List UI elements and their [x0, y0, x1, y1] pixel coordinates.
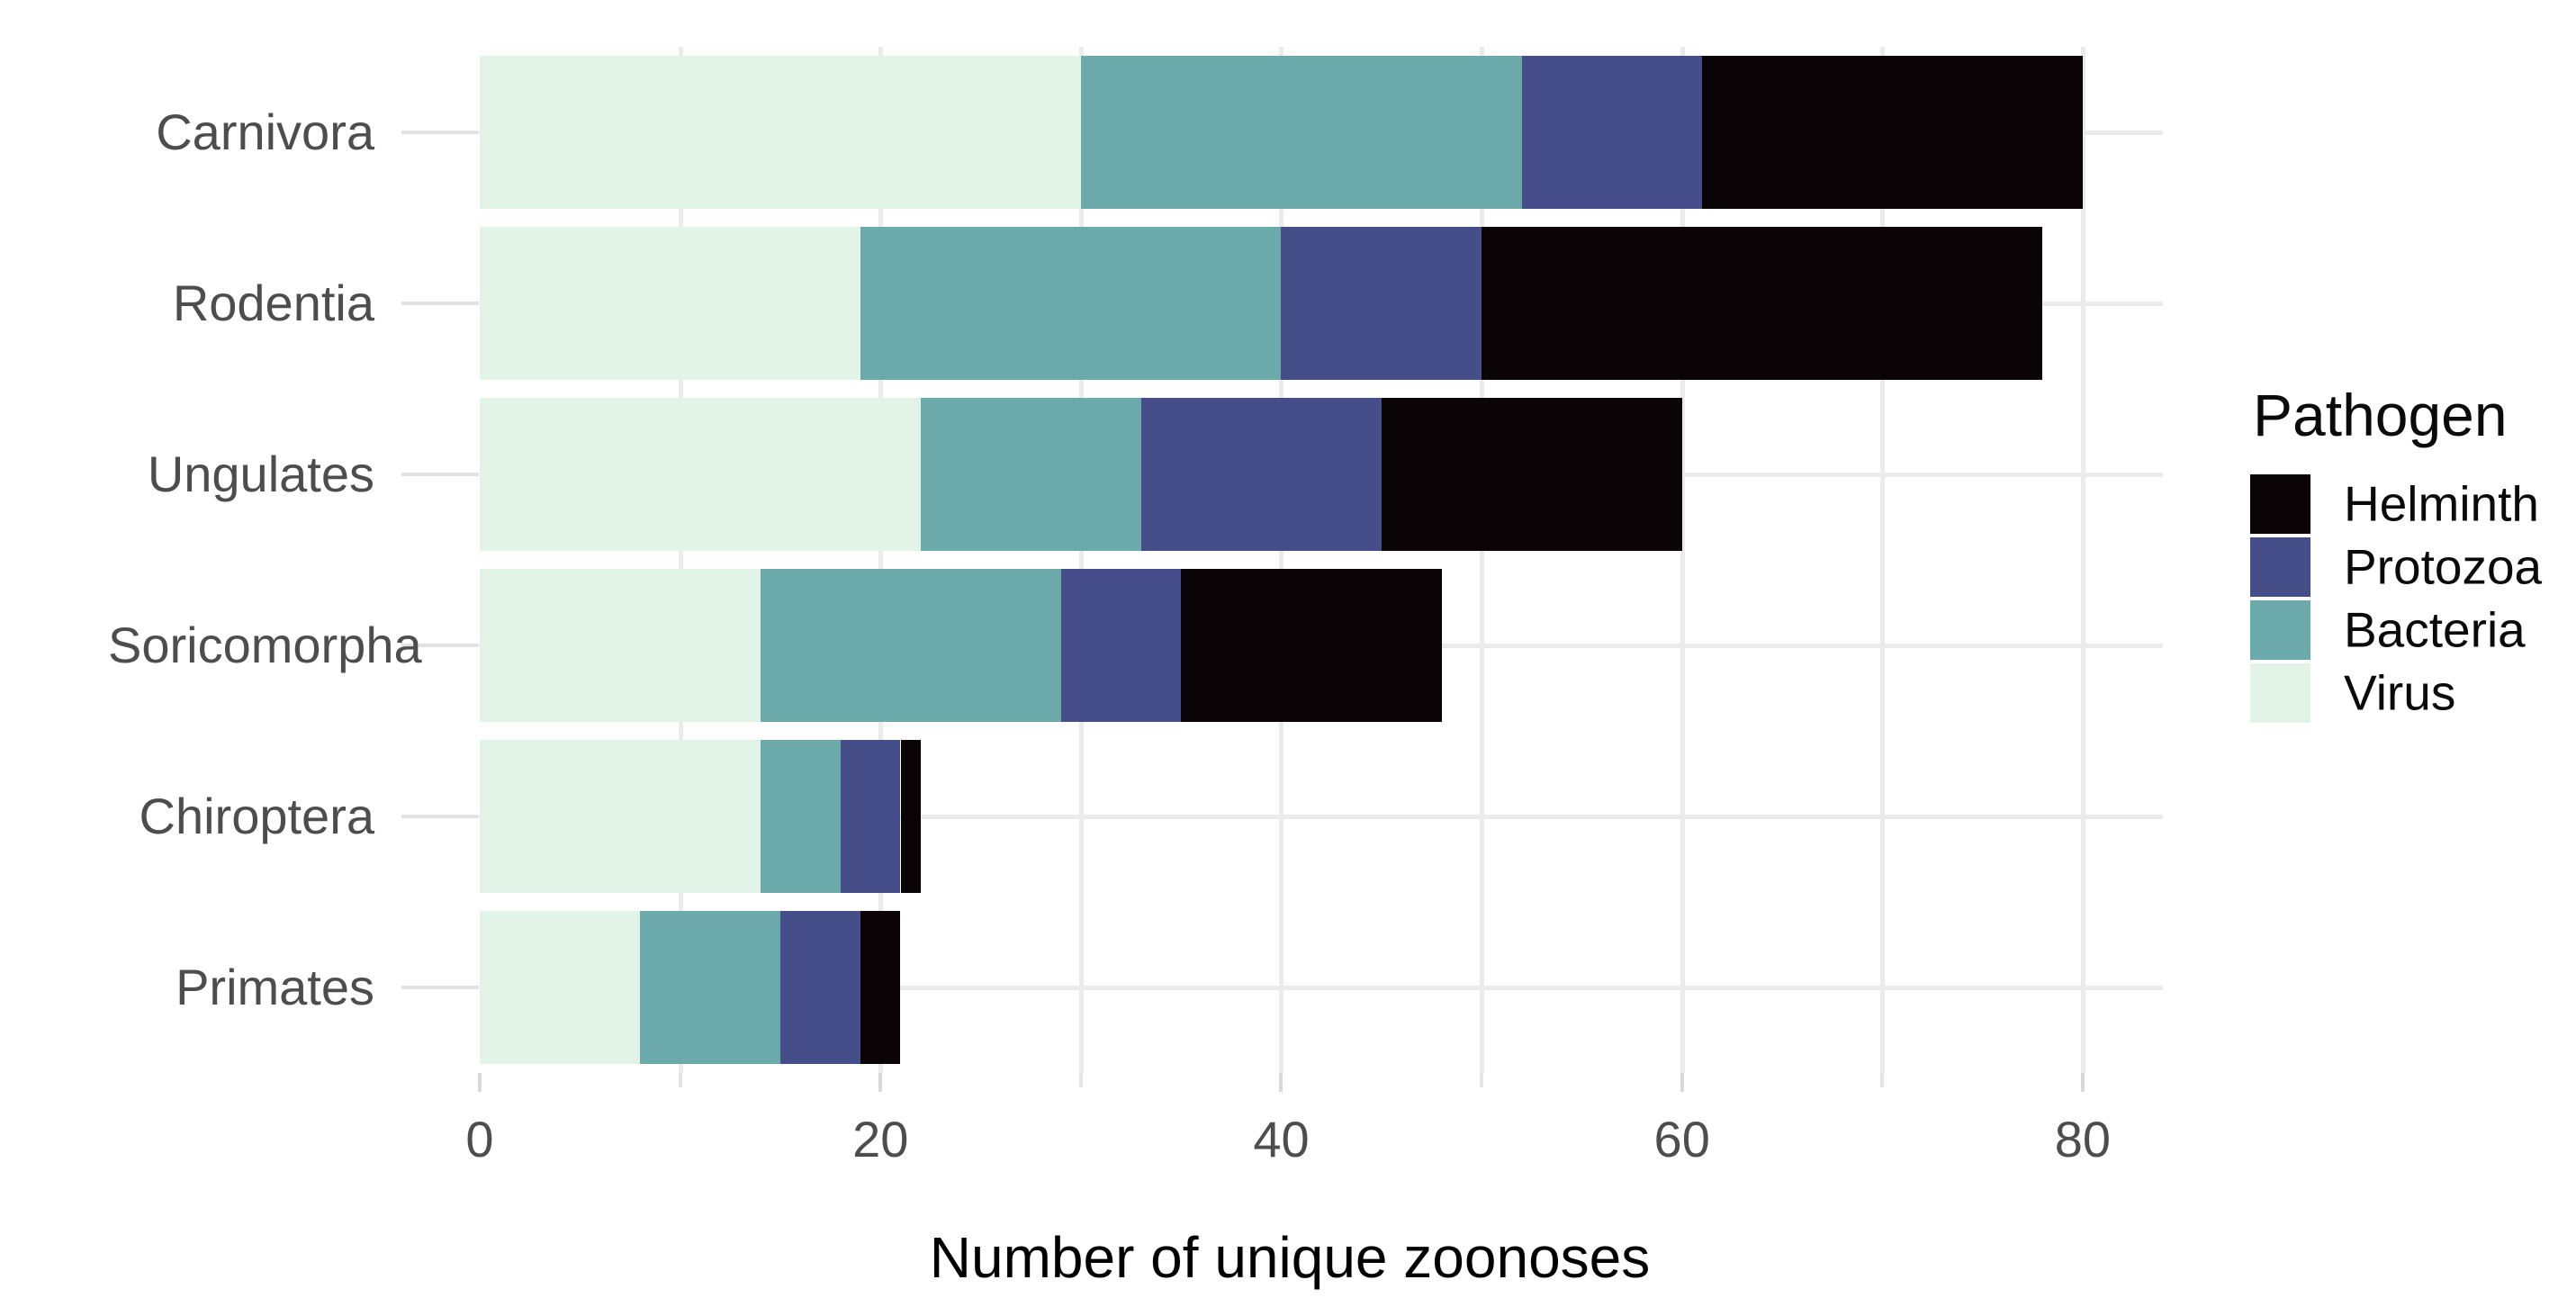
- bar-row: [480, 56, 2163, 209]
- legend-label-bacteria: Bacteria: [2344, 601, 2526, 658]
- gridline-vertical: [2080, 47, 2085, 1073]
- bar-row: [480, 227, 2163, 380]
- bar-segment-helminth: [900, 740, 921, 893]
- gridline-vertical: [1279, 47, 1284, 1073]
- y-axis-tick: [401, 302, 479, 305]
- y-axis-label-ungulates: Ungulates: [147, 446, 374, 502]
- x-axis-tick: [478, 1073, 482, 1092]
- bar-segment-virus: [480, 740, 761, 893]
- x-axis-tick: [2080, 1073, 2085, 1092]
- bar-segment-protozoa: [1281, 227, 1482, 380]
- bar-segment-virus: [480, 398, 921, 551]
- y-axis-tick: [401, 473, 479, 476]
- y-axis-label-soricomorpha: Soricomorpha: [108, 617, 422, 673]
- x-axis-minor-tick: [1880, 1073, 1885, 1087]
- bar-segment-bacteria: [760, 740, 841, 893]
- bar-segment-helminth: [1482, 227, 2043, 380]
- legend-label-helminth: Helminth: [2344, 475, 2540, 532]
- legend-title: Pathogen: [2253, 382, 2508, 448]
- legend-key-protozoa: [2250, 537, 2310, 597]
- gridline-vertical: [1480, 47, 1485, 1073]
- bar-segment-helminth: [1701, 56, 2083, 209]
- bar-segment-bacteria: [640, 911, 780, 1064]
- gridline-vertical: [1078, 47, 1084, 1073]
- bar-segment-helminth: [1381, 398, 1682, 551]
- gridline-vertical: [1880, 47, 1886, 1073]
- x-axis-title: Number of unique zoonoses: [929, 1225, 1651, 1290]
- y-axis-label-primates: Primates: [176, 959, 374, 1015]
- bar-segment-bacteria: [920, 398, 1141, 551]
- gridline-vertical: [1680, 47, 1685, 1073]
- bar-segment-virus: [480, 227, 860, 380]
- bar-row: [480, 911, 2163, 1064]
- bar-segment-bacteria: [760, 569, 1061, 722]
- bar-row: [480, 398, 2163, 551]
- bar-segment-virus: [480, 56, 1081, 209]
- legend-key-helminth: [2250, 474, 2310, 534]
- legend-key-bacteria: [2250, 600, 2310, 660]
- gridline-horizontal: [480, 986, 2163, 990]
- bar-segment-protozoa: [1140, 398, 1382, 551]
- bar-segment-helminth: [1181, 569, 1442, 722]
- bar-segment-bacteria: [1080, 56, 1522, 209]
- bar-row: [480, 740, 2163, 893]
- x-axis-minor-tick: [1480, 1073, 1484, 1087]
- bar-segment-virus: [480, 911, 641, 1064]
- bar-segment-protozoa: [840, 740, 901, 893]
- bar-segment-helminth: [860, 911, 901, 1064]
- x-axis-tick-label: 40: [1253, 1111, 1310, 1167]
- gridline-vertical: [678, 47, 683, 1073]
- bar-segment-protozoa: [779, 911, 860, 1064]
- y-axis-label-rodentia: Rodentia: [172, 275, 374, 331]
- x-axis-tick: [1279, 1073, 1283, 1092]
- y-axis-label-chiroptera: Chiroptera: [139, 788, 374, 844]
- y-axis-tick: [401, 815, 479, 818]
- bar-segment-protozoa: [1060, 569, 1182, 722]
- y-axis-label-carnivora: Carnivora: [156, 104, 374, 160]
- y-axis-tick: [401, 644, 479, 647]
- gridline-horizontal: [480, 815, 2163, 819]
- plot-panel: [480, 47, 2163, 1073]
- bar-row: [480, 569, 2163, 722]
- bar-segment-virus: [480, 569, 761, 722]
- bar-segment-protozoa: [1521, 56, 1702, 209]
- gridline-vertical: [878, 47, 884, 1073]
- x-axis-minor-tick: [678, 1073, 682, 1087]
- bar-segment-bacteria: [860, 227, 1282, 380]
- legend-label-protozoa: Protozoa: [2344, 538, 2543, 595]
- y-axis-tick: [401, 986, 479, 989]
- x-axis-tick-label: 80: [2054, 1111, 2112, 1167]
- x-axis-tick-label: 0: [465, 1111, 494, 1167]
- x-axis-tick: [1680, 1073, 1684, 1092]
- x-axis-tick-label: 60: [1653, 1111, 1710, 1167]
- x-axis-tick: [878, 1073, 883, 1092]
- legend-label-virus: Virus: [2344, 664, 2456, 721]
- y-axis-tick: [401, 131, 479, 134]
- legend-key-virus: [2250, 663, 2310, 723]
- x-axis-minor-tick: [1078, 1073, 1083, 1087]
- x-axis-tick-label: 20: [852, 1111, 909, 1167]
